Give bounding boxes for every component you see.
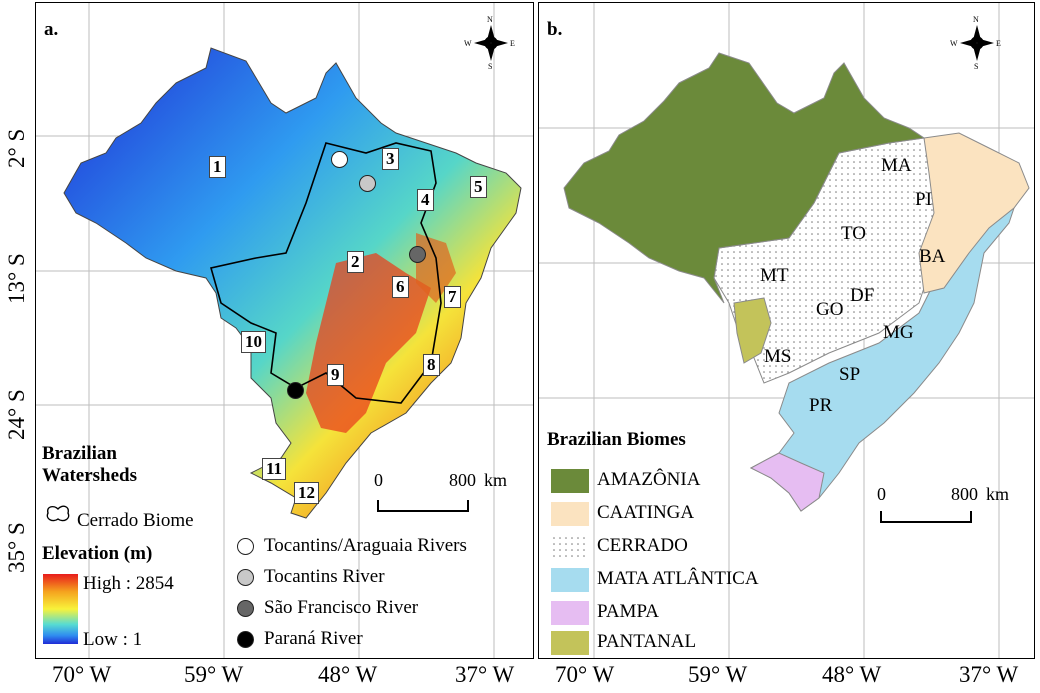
panel-label: a.: [44, 19, 59, 40]
scale-bar: [377, 500, 469, 512]
y-tick-13s: 13° S: [4, 253, 29, 304]
legend-pampa: PAMPA: [597, 601, 659, 622]
pampa-region: [749, 452, 825, 512]
compass-north: N: [487, 15, 493, 24]
state-label-pr: PR: [809, 395, 833, 416]
watershed-label-8: 8: [423, 354, 440, 376]
legend-amazonia: AMAZÔNIA: [597, 469, 701, 490]
brazil-elevation-shape: [63, 47, 522, 519]
state-label-go: GO: [816, 299, 844, 320]
compass-rose-icon: N S E W: [950, 15, 1002, 71]
x-tick-48w-b: 48° W: [822, 662, 882, 687]
swatch-cerrado: [551, 535, 589, 559]
watershed-label-12: 12: [294, 482, 319, 504]
tocantins-araguaia-point: [331, 151, 348, 168]
watershed-label-4: 4: [417, 189, 434, 211]
legend-mata-atlantica: MATA ATLÂNTICA: [597, 568, 759, 589]
state-label-mg: MG: [883, 322, 914, 343]
state-label-mt: MT: [760, 265, 789, 286]
pantanal-region: [733, 297, 772, 364]
watershed-label-2: 2: [347, 251, 364, 273]
elevation-color-ramp: [43, 574, 78, 644]
caatinga-region: [918, 132, 1030, 294]
state-label-df: DF: [850, 285, 875, 306]
state-label-ma: MA: [881, 155, 912, 176]
scale-unit: km: [484, 470, 508, 490]
legend-pantanal: PANTANAL: [597, 631, 697, 652]
elevation-map-panel: a. N S E W 1 2 3 4 5 6 7 8 9 10 11 12 0 …: [35, 2, 534, 659]
elevation-low-label: Low : 1: [83, 629, 143, 650]
legend-tocantins: Tocantins River: [264, 566, 385, 587]
x-tick-70w-b: 70° W: [555, 662, 615, 687]
state-label-pi: PI: [915, 189, 932, 210]
scale-end: 800: [951, 484, 978, 504]
scale-end: 800: [449, 470, 476, 490]
state-label-sp: SP: [839, 364, 861, 385]
elevation-map-svg: [36, 3, 533, 658]
watershed-label-7: 7: [444, 286, 461, 308]
compass-north: N: [973, 15, 979, 24]
cerrado-legend-label: Cerrado Biome: [77, 510, 194, 531]
state-label-ba: BA: [919, 246, 946, 267]
biome-legend-title: Brazilian Biomes: [547, 429, 686, 450]
state-label-to: TO: [841, 223, 866, 244]
x-tick-70w-a: 70° W: [52, 662, 112, 687]
panel-label: b.: [547, 19, 563, 40]
elevation-high-label: High : 2854: [83, 573, 174, 594]
biome-map-svg: [539, 3, 1034, 658]
legend-caatinga: CAATINGA: [597, 502, 695, 523]
legend-sao-francisco: São Francisco River: [264, 597, 419, 618]
x-tick-59w-b: 59° W: [688, 662, 748, 687]
x-tick-37w-a: 37° W: [455, 662, 515, 687]
x-tick-59w-a: 59° W: [184, 662, 244, 687]
scale-start: 0: [374, 470, 383, 490]
watershed-label-11: 11: [262, 458, 287, 480]
compass-east: E: [996, 39, 1001, 48]
compass-south: S: [488, 62, 493, 71]
cerrado-legend-icon: [46, 505, 70, 522]
swatch-caatinga: [551, 502, 589, 526]
watershed-label-3: 3: [382, 148, 399, 170]
compass-east: E: [510, 39, 515, 48]
parana-point: [287, 382, 304, 399]
compass-west: W: [464, 39, 472, 48]
amazonia-region: [563, 52, 926, 304]
state-label-ms: MS: [764, 346, 792, 367]
scale-start: 0: [877, 484, 886, 504]
y-tick-2s: 2° S: [4, 128, 29, 168]
x-tick-37w-b: 37° W: [959, 662, 1019, 687]
x-tick-48w-a: 48° W: [318, 662, 378, 687]
watershed-label-5: 5: [470, 176, 487, 198]
compass-rose-icon: N S E W: [464, 15, 516, 71]
swatch-mata-atlantica: [551, 568, 589, 592]
scale-bar: [880, 511, 972, 523]
watershed-label-6: 6: [392, 276, 409, 298]
sao-francisco-point: [409, 246, 426, 263]
highland-region: [416, 233, 456, 303]
legend-dot-tocantins: [237, 569, 254, 586]
legend-parana: Paraná River: [264, 628, 363, 649]
legend-dot-parana: [237, 631, 254, 648]
swatch-amazonia: [551, 469, 589, 493]
elevation-legend-title: Elevation (m): [42, 543, 153, 564]
watershed-legend-title: Brazilian Watersheds: [42, 443, 137, 486]
swatch-pampa: [551, 601, 589, 625]
legend-cerrado: CERRADO: [597, 535, 688, 556]
watershed-label-9: 9: [327, 364, 344, 386]
scale-unit: km: [986, 484, 1010, 504]
tocantins-point: [359, 175, 376, 192]
compass-west: W: [950, 39, 958, 48]
watershed-label-10: 10: [241, 331, 266, 353]
y-tick-35s: 35° S: [4, 522, 29, 573]
swatch-pantanal: [551, 631, 589, 655]
y-tick-24s: 24° S: [4, 389, 29, 440]
legend-dot-tocantins-araguaia: [237, 538, 254, 555]
compass-south: S: [974, 62, 979, 71]
highland-region: [306, 253, 431, 433]
legend-tocantins-araguaia: Tocantins/Araguaia Rivers: [264, 535, 467, 556]
legend-dot-sao-francisco: [237, 600, 254, 617]
watershed-label-1: 1: [209, 156, 226, 178]
biome-map-panel: b. N S E W MA PI TO BA MT DF GO MG MS SP…: [538, 2, 1035, 659]
